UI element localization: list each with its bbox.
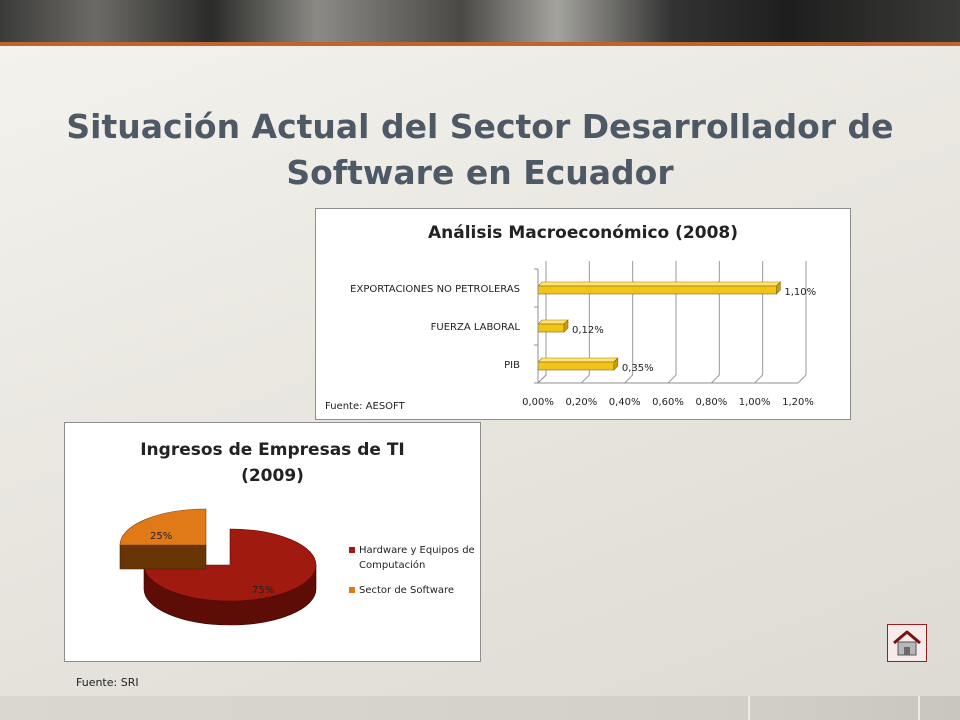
home-icon — [893, 630, 921, 656]
footer-source: Fuente: SRI — [76, 676, 139, 689]
bottom-decor-bar — [0, 696, 960, 720]
pie-chart-svg: 75% 25% — [119, 508, 317, 626]
header-accent-strip — [0, 42, 960, 46]
bar-chart-source: Fuente: AESOFT — [325, 401, 405, 412]
header-banner-image — [0, 0, 960, 46]
x-tick-label: 1,00% — [739, 397, 771, 408]
pie-value-label: 25% — [150, 531, 172, 542]
bar-value-label: 0,35% — [622, 363, 654, 374]
home-button[interactable] — [887, 624, 927, 662]
bar-chart-panel: 0,00% 0,20% 0,40% 0,60% 0,80% 1,00% 1,20% PIB 0,… — [315, 208, 851, 420]
legend-item-hardware: Hardware y Equipos de Computación — [349, 543, 484, 573]
legend-item-software: Sector de Software — [349, 583, 484, 598]
bar-value-label: 1,10% — [784, 287, 816, 298]
legend-swatch-hardware — [349, 547, 355, 553]
pie-slice-hardware — [143, 528, 317, 626]
x-tick-label: 1,20% — [782, 397, 814, 408]
legend-label-hardware: Hardware y Equipos de Computación — [359, 545, 475, 571]
category-label: FUERZA LABORAL — [431, 322, 521, 333]
legend-label-software: Sector de Software — [359, 585, 455, 596]
pie-chart-title-line-1: Ingresos de Empresas de TI — [140, 440, 405, 460]
pie-slice-software — [119, 508, 207, 570]
bar-chart-svg: 0,00% 0,20% 0,40% 0,60% 0,80% 1,00% 1,20% PIB 0,… — [350, 261, 816, 408]
pie-value-label: 75% — [252, 585, 274, 596]
x-tick-label: 0,80% — [695, 397, 727, 408]
pie-chart-title-line-2: (2009) — [241, 466, 304, 486]
category-label: EXPORTACIONES NO PETROLERAS — [350, 284, 520, 295]
bar — [537, 281, 782, 295]
bottom-divider — [748, 696, 750, 720]
slide-title: Situación Actual del Sector Desarrollado… — [66, 107, 894, 192]
bottom-divider — [918, 696, 920, 720]
x-tick-label: 0,60% — [652, 397, 684, 408]
bar-chart-title: Análisis Macroeconómico (2008) — [427, 223, 739, 243]
legend-swatch-software — [349, 587, 355, 593]
x-tick-label: 0,20% — [565, 397, 597, 408]
pie-chart-title: Ingresos de Empresas de TI (2009) — [65, 437, 480, 489]
pie-chart-legend: Hardware y Equipos de Computación Sector… — [349, 543, 484, 608]
bar-grid — [537, 261, 807, 384]
x-tick-label: 0,00% — [522, 397, 554, 408]
x-tick-label: 0,40% — [609, 397, 641, 408]
bar — [537, 319, 569, 333]
pie-chart-panel: 75% 25% Ingresos de Empresas de TI (2009)… — [64, 422, 481, 662]
bar-value-label: 0,12% — [572, 325, 604, 336]
category-label: PIB — [504, 360, 520, 371]
bar — [537, 357, 619, 371]
